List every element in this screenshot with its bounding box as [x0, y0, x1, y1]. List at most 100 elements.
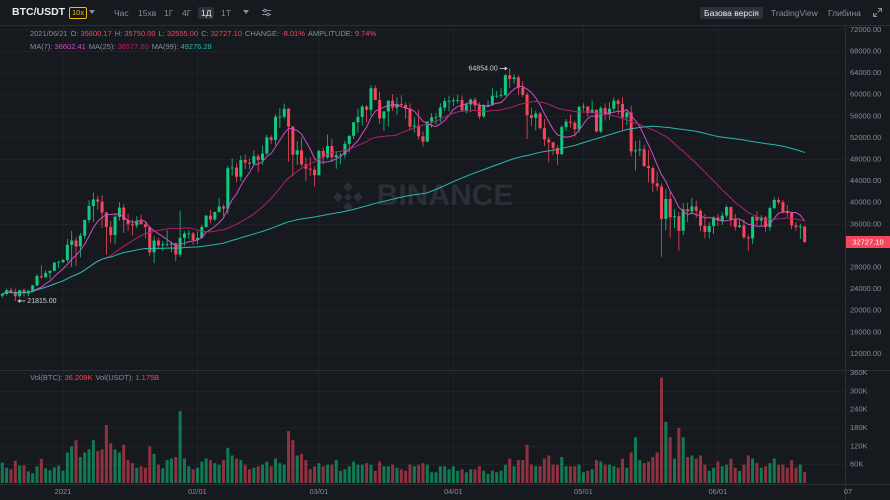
candle-body: [490, 95, 494, 105]
candle-body: [74, 240, 78, 247]
candle-body: [495, 95, 499, 97]
volume-bar: [5, 467, 9, 483]
y-tick-label: 16000.00: [850, 327, 881, 336]
field-value: 32555.00: [166, 29, 199, 38]
candle-body: [165, 244, 169, 246]
volume-bar: [61, 470, 65, 483]
candle-body: [581, 106, 585, 108]
volume-bar: [612, 466, 616, 483]
candle-body: [755, 216, 759, 221]
volume-bar: [755, 463, 759, 483]
volume-bar: [686, 457, 690, 483]
ma-value: 36577.60: [117, 42, 149, 51]
interval[interactable]: 1Д: [198, 7, 215, 19]
candle-body: [339, 154, 343, 156]
candle-body: [751, 216, 755, 239]
volume-bar: [135, 467, 139, 483]
volume-bar: [252, 467, 256, 483]
volume-bar: [777, 464, 781, 483]
dropdown-icon[interactable]: [89, 10, 95, 15]
view-tab[interactable]: Глибина: [828, 8, 861, 18]
volume-bar: [660, 377, 664, 483]
volume-bar: [230, 455, 234, 483]
volume-bar: [703, 464, 707, 483]
volume-bar: [443, 466, 447, 483]
volume-bar: [52, 467, 56, 483]
interval[interactable]: Час: [114, 8, 129, 18]
volume-bar: [278, 463, 282, 483]
grid: [0, 26, 849, 484]
volume-bar: [430, 472, 434, 483]
volume-bar: [35, 466, 39, 483]
volume-bar: [412, 466, 416, 483]
volume-bar: [365, 463, 369, 483]
candle-body: [113, 216, 117, 236]
volume-bar: [360, 464, 364, 483]
volume-bar: [126, 460, 130, 483]
interval[interactable]: 4Г: [182, 8, 192, 18]
candle-body: [477, 105, 481, 117]
candle-body: [551, 142, 555, 149]
volume-bar: [421, 463, 425, 483]
settings-icon[interactable]: [262, 8, 271, 17]
volume-bar: [477, 466, 481, 483]
ohlc-info: 2021/06/21 O: 35600.17 H: 35750.00 L: 32555.00…: [30, 29, 379, 38]
volume-bar: [738, 470, 742, 483]
candle-body: [725, 207, 729, 216]
candle-body: [560, 127, 564, 155]
volume-bar: [143, 467, 147, 483]
volume-bar: [282, 464, 286, 483]
candle-body: [499, 95, 503, 97]
symbol[interactable]: BTC/USDT: [12, 6, 66, 18]
candle-body: [57, 262, 61, 263]
dropdown-icon[interactable]: [243, 10, 249, 15]
candle-body: [256, 156, 260, 161]
volume-bar: [39, 458, 43, 483]
candle-body: [182, 233, 186, 238]
view-tab[interactable]: Базова версія: [700, 7, 763, 19]
candle-body: [321, 150, 325, 158]
y-tick-label: 36000.00: [850, 219, 881, 228]
leverage-badge[interactable]: 10x: [69, 7, 88, 19]
volume-bar: [434, 472, 438, 483]
ma-value: 49276.28: [180, 42, 212, 51]
candle-body: [156, 240, 160, 246]
candle-body: [100, 201, 104, 213]
interval[interactable]: 1Г: [164, 8, 174, 18]
volume-bar: [629, 452, 633, 483]
view-tab[interactable]: TradingView: [771, 8, 818, 18]
candle-body: [603, 108, 607, 115]
y-tick-label: 72000.00: [850, 25, 881, 34]
interval[interactable]: 1Т: [221, 8, 231, 18]
last-price-label: 32727.10: [852, 237, 883, 246]
candle-body: [282, 108, 286, 117]
candle-body: [91, 199, 95, 206]
fullscreen-icon[interactable]: [873, 8, 882, 17]
candle-body: [642, 149, 646, 166]
volume-bar: [195, 467, 199, 483]
candle-body: [78, 235, 82, 247]
volume-bar: [720, 466, 724, 483]
candle-body: [568, 121, 572, 123]
candle-body: [625, 112, 629, 118]
volume-bar: [690, 455, 694, 483]
volume-bar: [234, 458, 238, 483]
date: 2021/06/21: [30, 29, 68, 38]
interval[interactable]: 15хв: [138, 8, 157, 18]
candle-body: [764, 217, 768, 228]
volume-bar: [677, 428, 681, 483]
candle-body: [729, 207, 733, 220]
volume-bar: [31, 473, 35, 483]
annotation-label: 64854.00: [469, 65, 498, 72]
candle-body: [274, 116, 278, 141]
volume-bar: [330, 464, 334, 483]
volume-bar: [633, 437, 637, 483]
volume-bar: [486, 473, 490, 483]
volume-bar: [226, 447, 230, 483]
candle-body: [629, 112, 633, 152]
volume-bar: [616, 467, 620, 483]
x-tick-label: 06/01: [709, 487, 728, 496]
field-value: 35600.17: [80, 29, 112, 38]
volume-bar: [208, 460, 212, 483]
volume-bar: [326, 464, 330, 483]
